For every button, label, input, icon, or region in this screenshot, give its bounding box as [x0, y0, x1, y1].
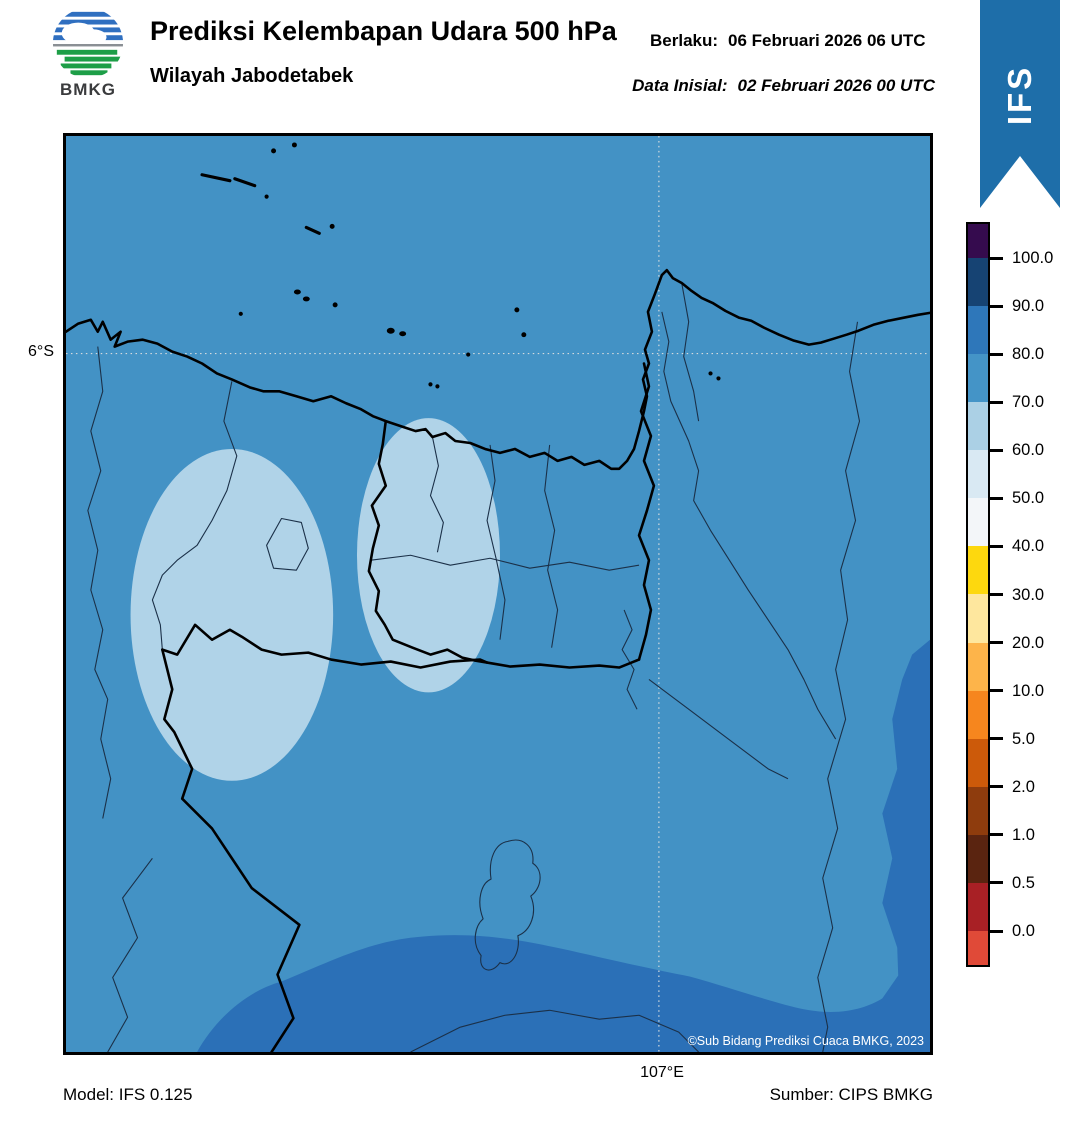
colorbar-tick-label: 20.0: [1012, 633, 1045, 652]
colorbar-tick-label: 70.0: [1012, 393, 1045, 412]
reservoir-outline: [474, 839, 541, 971]
initial-data-label: Data Inisial:: [632, 76, 728, 95]
colorbar-tick: [990, 737, 1003, 741]
colorbar-segment: [968, 690, 988, 739]
colorbar-tick-label: 50.0: [1012, 489, 1045, 508]
colorbar-tick: [990, 785, 1003, 789]
colorbar-tick-label: 1.0: [1012, 825, 1035, 844]
colorbar-tick-label: 10.0: [1012, 681, 1045, 700]
colorbar-segment: [968, 402, 988, 451]
colorbar-tick: [990, 304, 1003, 308]
colorbar-segment: [968, 450, 988, 499]
humidity-map: [66, 136, 930, 1052]
valid-time-value: 06 Februari 2026 06 UTC: [728, 31, 926, 50]
colorbar-tick: [990, 352, 1003, 356]
page-title: Prediksi Kelembapan Udara 500 hPa: [150, 16, 617, 46]
source-info: Sumber: CIPS BMKG: [769, 1085, 933, 1104]
bmkg-logo-block: BMKG: [46, 6, 130, 100]
colorbar-tick: [990, 544, 1003, 548]
bmkg-logo: [52, 7, 124, 79]
colorbar-segment: [968, 738, 988, 787]
colorbar-tick: [990, 400, 1003, 404]
colorbar-tick: [990, 833, 1003, 837]
colorbar-segment: [968, 546, 988, 595]
jabodetabek-boundaries: [161, 362, 656, 1052]
humidity-patch-central: [356, 418, 500, 693]
model-info: Model: IFS 0.125: [63, 1085, 193, 1104]
latitude-tick-label: 6°S: [28, 343, 54, 360]
colorbar-segment: [968, 306, 988, 355]
copyright-text: ©Sub Bidang Prediksi Cuaca BMKG, 2023: [687, 1034, 924, 1048]
colorbar-tick-label: 0.5: [1012, 873, 1035, 892]
bmkg-logo-label: BMKG: [60, 80, 116, 99]
humidity-patch-west: [130, 448, 334, 781]
colorbar-segments: [966, 222, 990, 967]
colorbar-tick-label: 80.0: [1012, 345, 1045, 364]
colorbar-segment: [968, 786, 988, 835]
longitude-tick-label: 107°E: [640, 1064, 684, 1081]
colorbar-tick-label: 2.0: [1012, 777, 1035, 796]
colorbar-segment: [968, 498, 988, 547]
colorbar-segment: [968, 882, 988, 931]
colorbar-segment: [968, 354, 988, 403]
colorbar-segment: [968, 258, 988, 307]
colorbar-tick-label: 40.0: [1012, 537, 1045, 556]
colorbar-tick-label: 30.0: [1012, 585, 1045, 604]
valid-time: Berlaku: 06 Februari 2026 06 UTC: [650, 31, 926, 51]
colorbar-tick-label: 0.0: [1012, 922, 1035, 940]
colorbar-tick: [990, 256, 1003, 260]
colorbar-tick-label: 100.0: [1012, 249, 1054, 267]
district-boundaries: [87, 282, 861, 1052]
colorbar-tick-label: 60.0: [1012, 441, 1045, 460]
initial-data-value: 02 Februari 2026 00 UTC: [737, 76, 935, 95]
coastline: [66, 268, 930, 471]
islands: [200, 142, 721, 389]
colorbar-tick-label: 90.0: [1012, 297, 1045, 316]
region-subtitle: Wilayah Jabodetabek: [150, 65, 354, 87]
colorbar-tick: [990, 448, 1003, 452]
colorbar-tick: [990, 689, 1003, 693]
colorbar-tick: [990, 593, 1003, 596]
colorbar-tick: [990, 929, 1003, 933]
colorbar-ticks: 100.0 90.0 80.0 70.0 60.0 50.0 40.0 30.0 20.0 10.…: [990, 224, 1081, 965]
colorbar-segment: [968, 594, 988, 643]
colorbar-segment: [968, 930, 988, 965]
initial-data-time: Data Inisial: 02 Februari 2026 00 UTC: [632, 76, 935, 96]
model-ribbon: IFS: [980, 0, 1060, 208]
colorbar-tick: [990, 496, 1003, 500]
colorbar-segment: [968, 642, 988, 691]
colorbar-tick: [990, 641, 1003, 645]
model-ribbon-label: IFS: [1001, 64, 1038, 126]
colorbar-tick: [990, 881, 1003, 885]
colorbar-tick-label: 5.0: [1012, 729, 1035, 748]
valid-time-label: Berlaku:: [650, 31, 719, 50]
humidity-band-south: [197, 639, 930, 1052]
colorbar-segment: [968, 834, 988, 883]
colorbar-segment: [968, 224, 988, 258]
map-canvas: ©Sub Bidang Prediksi Cuaca BMKG, 2023: [63, 133, 933, 1055]
